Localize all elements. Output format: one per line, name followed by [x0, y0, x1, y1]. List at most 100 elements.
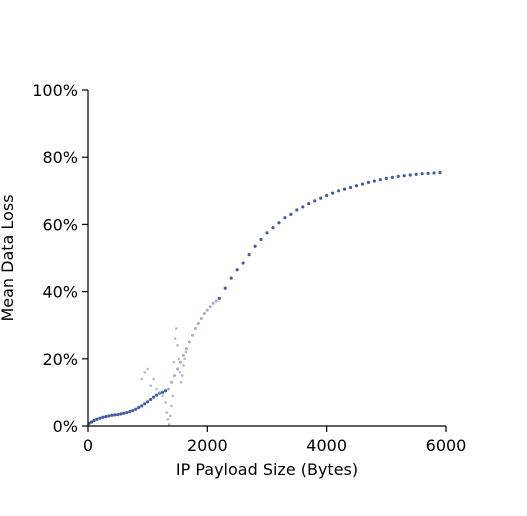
scatter-point: [89, 420, 94, 424]
y-tick-label: 40%: [42, 283, 78, 302]
x-tick-label: 0: [83, 436, 93, 455]
scatter-point: [301, 205, 305, 209]
x-axis-label: IP Payload Size (Bytes): [176, 460, 358, 479]
scatter-point: [396, 174, 400, 178]
scatter-point: [354, 184, 359, 188]
y-axis-label: Mean Data Loss: [0, 194, 17, 321]
scatter-point: [187, 340, 191, 344]
scatter-point: [128, 409, 132, 414]
scatter-point: [107, 414, 111, 418]
scatter-point: [173, 374, 177, 378]
scatter-point: [384, 176, 388, 180]
y-tick-label: 80%: [42, 148, 78, 167]
scatter-point: [101, 415, 105, 419]
scatter-point: [137, 405, 141, 410]
scatter-point: [113, 413, 117, 417]
scatter-point: [95, 417, 99, 421]
scatter-point: [180, 374, 184, 377]
scatter-point: [119, 412, 123, 416]
scatter-point: [223, 286, 227, 290]
scatter-point: [402, 174, 406, 178]
scatter-point: [152, 395, 156, 399]
scatter-point: [125, 410, 129, 415]
scatter-point: [155, 387, 158, 391]
scatter-point: [140, 404, 144, 408]
scatter-point: [171, 394, 175, 398]
scatter-point: [432, 171, 436, 175]
scatter-point: [372, 179, 376, 183]
scatter-point: [181, 353, 185, 357]
scatter-point: [420, 172, 424, 176]
scatter-point: [163, 389, 168, 393]
scatter-point: [146, 400, 150, 404]
scatter-point: [199, 316, 203, 320]
scatter-point: [307, 201, 311, 206]
points-layer: [87, 171, 442, 426]
scatter-point: [235, 268, 239, 272]
scatter-point: [183, 357, 186, 361]
scatter-point: [173, 337, 177, 340]
scatter-point: [253, 244, 257, 248]
scatter-point: [325, 193, 329, 198]
y-tick-label: 20%: [42, 350, 78, 369]
scatter-point: [208, 305, 212, 309]
scatter-point: [104, 414, 108, 419]
scatter-point: [337, 189, 341, 193]
scatter-point: [179, 381, 183, 384]
scatter-point: [229, 276, 233, 280]
scatter-point: [190, 333, 194, 337]
x-tick-label: 6000: [426, 436, 467, 455]
scatter-point: [241, 261, 245, 265]
scatter-point: [158, 391, 161, 394]
scatter-point: [176, 344, 179, 347]
scatter-point: [271, 226, 275, 230]
scatter-point: [122, 411, 126, 415]
scatter-point: [184, 350, 188, 354]
scatter-point: [295, 208, 299, 212]
scatter-point: [167, 387, 171, 391]
scatter-point: [438, 171, 442, 175]
scatter-point: [177, 357, 180, 361]
scatter-point: [152, 377, 155, 381]
scatter-point: [110, 413, 114, 417]
scatter-point: [92, 419, 96, 423]
scatter-point: [265, 231, 269, 235]
scatter-point: [143, 370, 146, 374]
y-tick-label: 0%: [53, 417, 78, 436]
scatter-point: [143, 402, 147, 406]
scatter-point: [348, 185, 353, 190]
x-tick-label: 2000: [187, 436, 228, 455]
scatter-point: [160, 390, 165, 394]
scatter-point: [169, 414, 172, 418]
scatter-point: [184, 347, 188, 351]
scatter-point: [172, 360, 176, 364]
scatter-point: [217, 296, 221, 300]
scatter-point: [134, 407, 138, 411]
scatter-point: [155, 393, 159, 397]
scatter-point: [360, 182, 365, 186]
scatter-point: [164, 401, 167, 404]
scatter-point: [140, 377, 143, 381]
scatter-point: [408, 173, 412, 177]
scatter-point: [178, 370, 182, 374]
scatter-point: [426, 171, 430, 175]
scatter-point: [378, 178, 382, 182]
x-tick-label: 4000: [306, 436, 347, 455]
y-ticks: 0% 20% 40% 60% 80% 100%: [32, 81, 88, 436]
scatter-point: [165, 411, 169, 414]
scatter-point: [175, 327, 178, 330]
scatter-point: [247, 253, 251, 257]
scatter-point: [366, 180, 371, 184]
scatter-point: [182, 364, 185, 367]
scatter-point: [178, 360, 182, 364]
scatter-point: [202, 311, 206, 315]
scatter-point: [331, 191, 335, 195]
scatter-point: [319, 196, 323, 200]
scatter-point: [149, 397, 153, 402]
x-ticks: 0 2000 4000 6000: [83, 426, 466, 455]
scatter-point: [161, 394, 164, 398]
scatter-point: [170, 380, 174, 384]
scatter-point: [289, 212, 293, 216]
scatter-point: [131, 408, 135, 413]
